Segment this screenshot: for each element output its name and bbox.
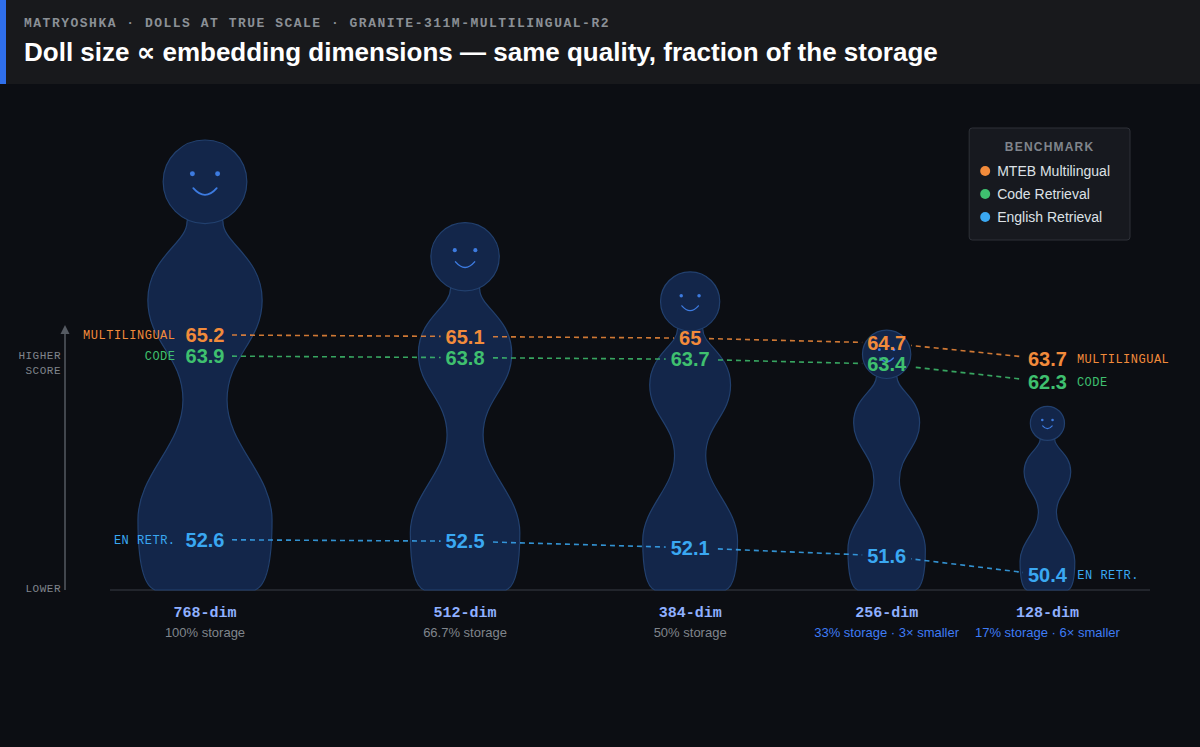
series-line: [205, 540, 1047, 576]
title: Doll size ∝ embedding dimensions — same …: [24, 37, 938, 67]
doll-eye: [215, 171, 220, 176]
legend-swatch: [980, 212, 990, 222]
data-label: 52.5: [446, 530, 485, 552]
series-label-left: EN RETR.: [114, 534, 176, 548]
doll-eye: [453, 248, 457, 252]
x-tick-label: 128-dim: [1016, 605, 1079, 622]
legend-label: English Retrieval: [997, 209, 1102, 225]
header-band: [0, 0, 1200, 84]
data-label: 65.2: [186, 324, 225, 346]
legend-label: MTEB Multilingual: [997, 163, 1110, 179]
doll-body: [1020, 437, 1075, 590]
data-label: 63.7: [671, 348, 710, 370]
legend-box: [969, 128, 1130, 240]
x-tick-labels: 768-dim 512-dim 384-dim 256-dim 128-dim: [173, 605, 1078, 622]
lines: [205, 335, 1047, 576]
storage-label: 33% storage · 3× smaller: [814, 625, 960, 640]
x-tick-label: 384-dim: [659, 605, 722, 622]
doll-body: [643, 324, 738, 590]
doll-eye: [697, 294, 701, 298]
storage-label: 17% storage · 6× smaller: [975, 625, 1121, 640]
x-tick-label: 256-dim: [855, 605, 918, 622]
data-label: 63.8: [446, 347, 485, 369]
storage-label: 66.7% storage: [423, 625, 507, 640]
doll-head: [431, 223, 499, 291]
storage-labels: 100% storage 66.7% storage 50% storage 33% …: [165, 625, 1121, 640]
doll-eye: [679, 294, 683, 298]
doll: [643, 272, 738, 590]
y-label-line: HIGHER: [18, 350, 61, 362]
y-label-top: HIGHER SCORE: [18, 350, 61, 377]
doll-eye: [1051, 419, 1054, 422]
data-label: 63.4: [867, 353, 907, 375]
doll: [1020, 406, 1075, 590]
y-label-line: SCORE: [25, 365, 61, 377]
data-label: 65.1: [446, 326, 485, 348]
series-label-right: MULTILINGUAL: [1077, 353, 1169, 367]
data-label: 62.3: [1028, 371, 1067, 393]
doll-eye: [1041, 419, 1044, 422]
doll-smile: [682, 306, 699, 311]
doll: [138, 140, 272, 590]
x-axis-line: [110, 589, 1150, 591]
supertitle: MATRYOSHKA · DOLLS AT TRUE SCALE · GRANI…: [24, 16, 610, 31]
data-label: 51.6: [867, 545, 906, 567]
y-label-bottom: LOWER: [25, 583, 61, 595]
doll-smile: [456, 262, 475, 268]
doll-head: [661, 272, 720, 331]
doll-head: [862, 330, 910, 378]
series-line: [205, 335, 1047, 359]
series-label-right: EN RETR.: [1077, 569, 1139, 583]
doll-smile: [193, 188, 216, 195]
data-label: 50.4: [1028, 564, 1068, 586]
legend-label: Code Retrieval: [997, 186, 1090, 202]
series-line: [205, 356, 1047, 382]
storage-label: 100% storage: [165, 625, 245, 640]
legend-swatch: [980, 166, 990, 176]
legend-swatch: [980, 189, 990, 199]
lines-clip-group: [205, 335, 1047, 576]
storage-label: 50% storage: [654, 625, 727, 640]
y-axis-arrowhead: [61, 325, 70, 334]
data-label: 65: [679, 327, 701, 349]
doll-head: [1030, 406, 1064, 440]
legend-title: BENCHMARK: [1005, 140, 1094, 154]
data-label: 52.6: [186, 529, 225, 551]
doll-smile: [1043, 426, 1053, 429]
series-label-left: MULTILINGUAL: [83, 329, 175, 343]
x-tick-label: 768-dim: [173, 605, 236, 622]
data-label: 63.7: [1028, 348, 1067, 370]
doll-eye: [190, 171, 195, 176]
doll-eye: [473, 248, 477, 252]
doll-body: [848, 373, 925, 590]
x-tick-label: 512-dim: [434, 605, 497, 622]
data-label: 64.7: [867, 332, 906, 354]
legend: BENCHMARK MTEB Multilingual Code Retrieval…: [969, 128, 1130, 240]
data-label: 52.1: [671, 537, 710, 559]
doll: [848, 330, 925, 590]
background: [0, 0, 1200, 747]
y-axis-line: [64, 330, 66, 590]
header-accent: [0, 0, 6, 84]
doll-body: [410, 283, 519, 590]
dolls: [138, 140, 1075, 590]
chart: MATRYOSHKA · DOLLS AT TRUE SCALE · GRANI…: [0, 0, 1200, 747]
doll: [410, 223, 519, 590]
series-label-left: CODE: [145, 350, 176, 364]
series-label-right: CODE: [1077, 376, 1108, 390]
data-labels: 65.2 65.1 65 64.7 63.7 MULTILINGUAL MULTILINGU…: [83, 324, 1169, 587]
doll-head: [163, 140, 247, 224]
data-label: 63.9: [186, 345, 225, 367]
